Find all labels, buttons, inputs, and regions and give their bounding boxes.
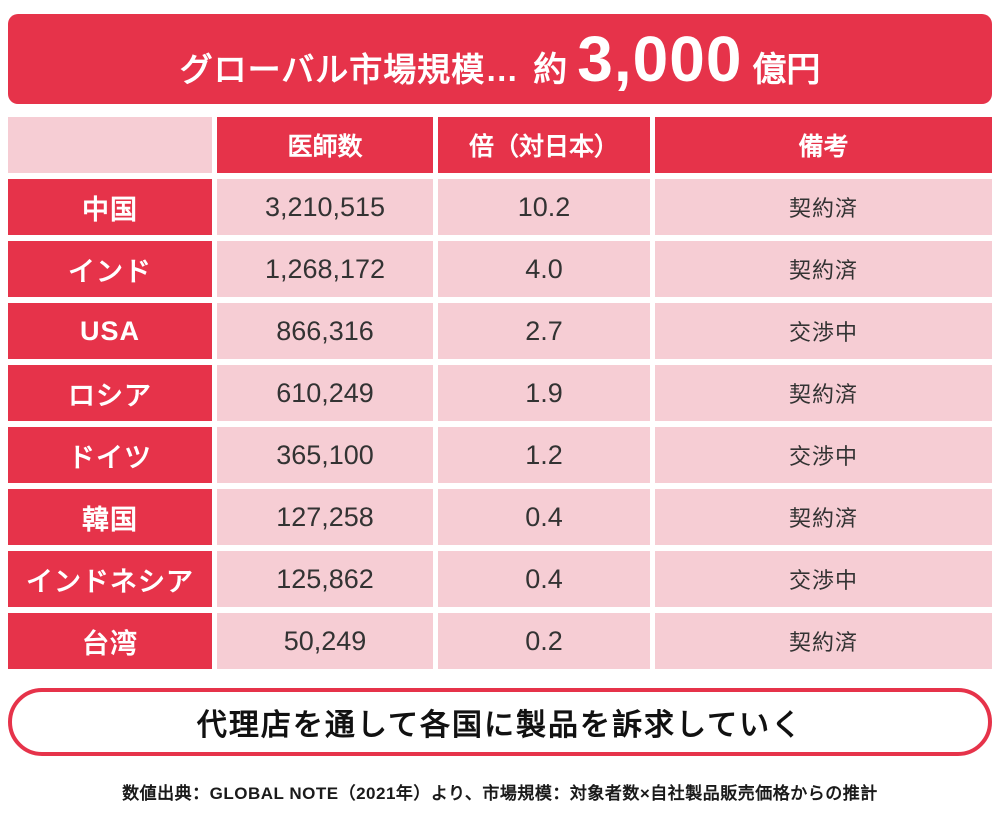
doctors-cell: 866,316 (217, 303, 433, 359)
country-cell: ロシア (8, 365, 212, 421)
doctors-cell: 125,862 (217, 551, 433, 607)
source-note: 数値出典：GLOBAL NOTE（2021年）より、市場規模：対象者数×自社製品… (122, 784, 878, 803)
column-header-doctors: 医師数 (217, 117, 433, 173)
market-table: 医師数 倍（対日本） 備考 中国 3,210,515 10.2 契約済 インド … (8, 117, 992, 669)
note-cell: 契約済 (655, 241, 992, 297)
note-cell: 契約済 (655, 365, 992, 421)
table-corner-cell (8, 117, 212, 173)
country-cell: インド (8, 241, 212, 297)
title-banner: グローバル市場規模… 約 3,000 億円 (8, 14, 992, 104)
ratio-cell: 4.0 (438, 241, 650, 297)
note-cell: 契約済 (655, 613, 992, 669)
summary-pill-text: 代理店を通して各国に製品を訴求していく (196, 709, 804, 742)
banner-unit: 億円 (752, 51, 821, 89)
banner-market-size-value: 3,000 (577, 23, 743, 95)
column-header-note: 備考 (655, 117, 992, 173)
banner-prefix: グローバル市場規模… (179, 51, 520, 88)
doctors-cell: 610,249 (217, 365, 433, 421)
country-cell: 台湾 (8, 613, 212, 669)
summary-pill: 代理店を通して各国に製品を訴求していく (8, 688, 992, 756)
column-header-ratio: 倍（対日本） (438, 117, 650, 173)
doctors-cell: 365,100 (217, 427, 433, 483)
country-cell: 韓国 (8, 489, 212, 545)
doctors-cell: 1,268,172 (217, 241, 433, 297)
country-cell: ドイツ (8, 427, 212, 483)
ratio-cell: 2.7 (438, 303, 650, 359)
ratio-cell: 0.2 (438, 613, 650, 669)
country-cell: USA (8, 303, 212, 359)
country-cell: 中国 (8, 179, 212, 235)
doctors-cell: 50,249 (217, 613, 433, 669)
note-cell: 契約済 (655, 489, 992, 545)
doctors-cell: 127,258 (217, 489, 433, 545)
note-cell: 交渉中 (655, 427, 992, 483)
ratio-cell: 10.2 (438, 179, 650, 235)
doctors-cell: 3,210,515 (217, 179, 433, 235)
ratio-cell: 1.2 (438, 427, 650, 483)
ratio-cell: 0.4 (438, 489, 650, 545)
country-cell: インドネシア (8, 551, 212, 607)
ratio-cell: 1.9 (438, 365, 650, 421)
slide: グローバル市場規模… 約 3,000 億円 医師数 倍（対日本） 備考 中国 3… (8, 14, 992, 803)
title-banner-text: グローバル市場規模… 約 3,000 億円 (180, 27, 821, 91)
note-cell: 交渉中 (655, 551, 992, 607)
note-cell: 契約済 (655, 179, 992, 235)
note-cell: 交渉中 (655, 303, 992, 359)
banner-approx: 約 (533, 51, 568, 89)
ratio-cell: 0.4 (438, 551, 650, 607)
